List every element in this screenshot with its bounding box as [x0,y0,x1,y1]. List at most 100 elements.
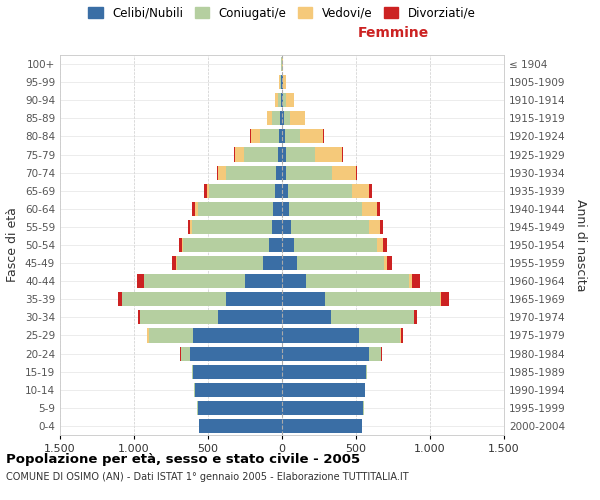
Bar [235,148,244,162]
Bar [352,184,370,198]
Bar [332,166,356,179]
Bar [286,166,332,179]
Bar [409,274,412,288]
Bar [283,93,286,108]
Bar [282,382,365,397]
Bar [273,202,282,216]
Bar [401,328,403,342]
Bar [289,202,362,216]
Bar [204,184,206,198]
Bar [280,75,281,89]
Bar [281,75,282,89]
Bar [192,220,272,234]
Bar [282,75,283,89]
Bar [323,130,324,143]
Bar [188,220,190,234]
Text: Femmine: Femmine [358,26,428,40]
Bar [400,328,401,342]
Bar [190,346,282,360]
Bar [282,419,362,433]
Bar [137,274,144,288]
Bar [278,93,281,108]
Bar [218,310,282,324]
Bar [282,184,288,198]
Bar [197,202,273,216]
Bar [377,202,380,216]
Bar [118,292,122,306]
Bar [226,292,282,306]
Bar [441,292,449,306]
Bar [263,256,282,270]
Bar [414,310,417,324]
Bar [199,419,282,433]
Bar [122,292,226,306]
Bar [260,130,279,143]
Bar [172,256,176,270]
Bar [384,256,387,270]
Bar [269,238,282,252]
Bar [282,256,297,270]
Bar [282,93,283,108]
Y-axis label: Fasce di età: Fasce di età [7,208,19,282]
Bar [356,166,358,179]
Bar [177,256,263,270]
Bar [359,328,400,342]
Bar [193,328,282,342]
Bar [146,328,148,342]
Bar [217,166,218,179]
Text: COMUNE DI OSIMO (AN) - Dati ISTAT 1° gennaio 2005 - Elaborazione TUTTITALIA.IT: COMUNE DI OSIMO (AN) - Dati ISTAT 1° gen… [6,472,409,482]
Bar [282,166,286,179]
Bar [291,220,370,234]
Bar [370,346,381,360]
Legend: Celibi/Nubili, Coniugati/e, Vedovi/e, Divorziati/e: Celibi/Nubili, Coniugati/e, Vedovi/e, Di… [83,2,481,24]
Bar [139,310,140,324]
Bar [282,202,289,216]
Bar [179,238,182,252]
Bar [294,238,377,252]
Bar [182,238,183,252]
Bar [282,274,305,288]
Bar [282,130,285,143]
Bar [183,238,269,252]
Bar [288,184,352,198]
Bar [440,292,441,306]
Y-axis label: Anni di nascita: Anni di nascita [574,198,587,291]
Bar [194,382,282,397]
Bar [285,130,300,143]
Bar [387,256,392,270]
Bar [196,202,197,216]
Bar [305,274,409,288]
Bar [226,166,276,179]
Bar [193,364,282,378]
Bar [149,328,193,342]
Bar [145,274,245,288]
Bar [209,184,275,198]
Bar [267,112,272,126]
Bar [193,202,196,216]
Bar [282,310,331,324]
Bar [282,292,325,306]
Bar [412,274,419,288]
Bar [282,328,359,342]
Bar [282,364,367,378]
Bar [377,238,383,252]
Bar [362,202,377,216]
Bar [282,346,370,360]
Bar [370,220,380,234]
Bar [190,220,192,234]
Bar [282,112,284,126]
Bar [290,112,305,126]
Bar [316,148,342,162]
Bar [325,292,440,306]
Bar [181,346,190,360]
Bar [282,401,364,415]
Bar [282,238,294,252]
Bar [370,184,371,198]
Bar [148,328,149,342]
Bar [276,166,282,179]
Bar [342,148,343,162]
Bar [280,112,282,126]
Bar [234,148,235,162]
Text: Popolazione per età, sesso e stato civile - 2005: Popolazione per età, sesso e stato civil… [6,452,360,466]
Bar [300,130,323,143]
